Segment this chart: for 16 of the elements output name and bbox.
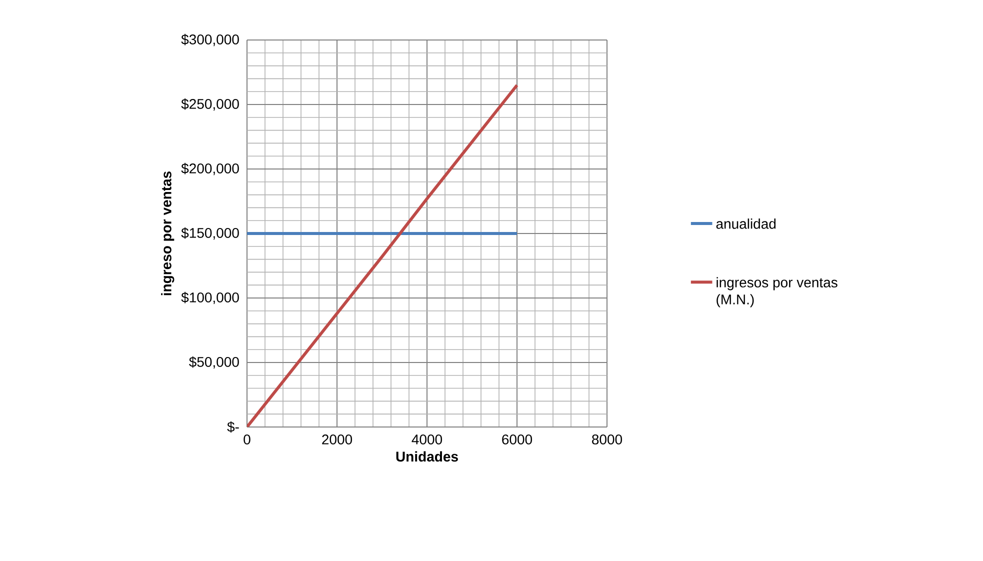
x-tick-label: 4000 — [412, 434, 442, 444]
x-tick-label: 2000 — [322, 434, 352, 444]
x-axis-title: Unidades — [396, 451, 458, 462]
y-tick-label: $100,000 — [181, 292, 239, 304]
y-tick-label: $200,000 — [181, 162, 239, 176]
y-tick-label: $- — [227, 421, 239, 433]
x-tick-label: 6000 — [502, 434, 532, 444]
y-tick-label: $50,000 — [189, 356, 239, 369]
legend-label: ingresos por ventas (M.N.) — [716, 277, 838, 308]
x-tick-label: 8000 — [592, 434, 622, 444]
y-tick-label: $150,000 — [181, 227, 239, 240]
y-tick-label: $300,000 — [181, 34, 239, 46]
y-axis-title: ingreso por ventas — [161, 171, 174, 296]
x-tick-label: 0 — [244, 434, 250, 444]
legend-label: anualidad — [716, 218, 776, 229]
y-tick-label: $250,000 — [181, 98, 239, 111]
